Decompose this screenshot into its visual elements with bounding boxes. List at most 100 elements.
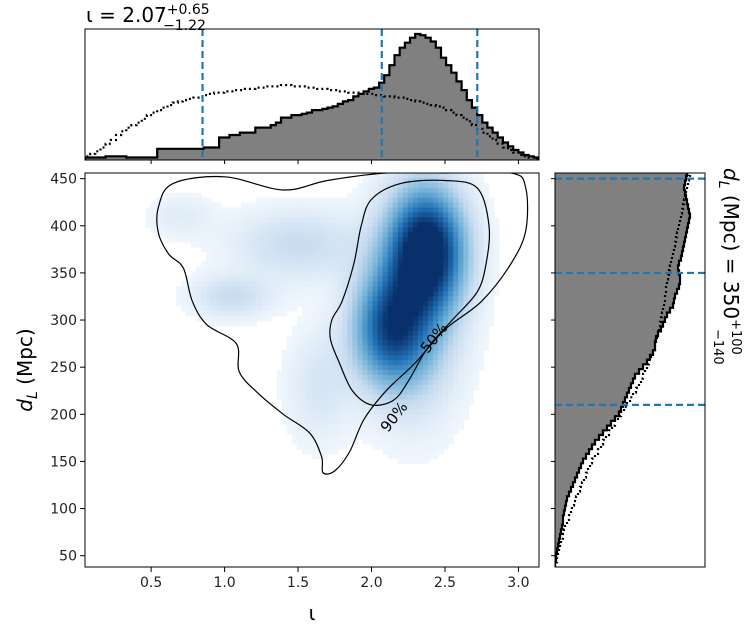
density-cell xyxy=(317,409,323,415)
density-cell xyxy=(306,207,313,213)
density-cell xyxy=(296,384,303,391)
density-cell xyxy=(327,360,333,366)
density-cell xyxy=(231,212,237,218)
density-cell xyxy=(342,443,348,450)
density-cell xyxy=(488,261,495,268)
density-cell xyxy=(317,271,323,278)
density-cell xyxy=(468,222,475,228)
density-cell xyxy=(185,217,192,223)
density-cell xyxy=(458,173,464,179)
density-cell xyxy=(312,340,318,346)
density-cell xyxy=(382,424,389,430)
density-cell xyxy=(352,360,358,366)
density-cell xyxy=(382,227,389,233)
density-cell xyxy=(468,256,475,263)
density-cell xyxy=(387,340,394,346)
density-cell xyxy=(438,379,444,386)
density-cell xyxy=(453,187,459,194)
density-cell xyxy=(291,222,298,228)
density-cell xyxy=(362,296,369,302)
density-cell xyxy=(382,256,389,263)
density-cell xyxy=(357,232,364,238)
density-cell xyxy=(382,197,389,204)
density-cell xyxy=(246,271,253,278)
density-cell xyxy=(201,197,207,204)
density-cell xyxy=(397,325,404,332)
density-cell xyxy=(417,404,424,410)
density-cell xyxy=(261,197,268,204)
density-cell xyxy=(291,355,298,361)
density-cell xyxy=(312,305,318,312)
density-cell xyxy=(397,330,404,337)
density-cell xyxy=(251,222,258,228)
density-cell xyxy=(488,227,495,233)
density-cell xyxy=(306,399,313,406)
density-cell xyxy=(448,355,454,361)
density-cell xyxy=(206,217,212,223)
density-cell xyxy=(337,291,343,297)
density-cell xyxy=(342,419,348,425)
density-cell xyxy=(367,232,374,238)
density-cell xyxy=(428,276,434,282)
density-cell xyxy=(306,389,313,396)
density-cell xyxy=(372,429,379,435)
density-cell xyxy=(443,222,449,228)
density-cell xyxy=(463,232,469,238)
density-cell xyxy=(317,443,323,450)
density-cell xyxy=(377,296,384,302)
density-cell xyxy=(463,340,469,346)
density-cell xyxy=(448,414,454,420)
density-cell xyxy=(392,202,399,209)
density-cell xyxy=(443,379,449,386)
density-cell xyxy=(412,409,419,415)
density-cell xyxy=(322,251,328,258)
density-cell xyxy=(372,281,379,287)
density-cell xyxy=(438,197,444,204)
density-cell xyxy=(327,232,333,238)
density-cell xyxy=(266,251,273,258)
density-cell xyxy=(382,173,389,179)
density-cell xyxy=(377,207,384,213)
density-cell xyxy=(402,197,409,204)
density-cell xyxy=(397,296,404,302)
density-cell xyxy=(251,246,258,253)
density-cell xyxy=(332,246,338,253)
density-cell xyxy=(362,241,369,248)
density-cell xyxy=(377,335,384,342)
density-cell xyxy=(372,212,379,218)
density-cell xyxy=(357,370,364,376)
density-cell xyxy=(352,197,358,204)
density-cell xyxy=(241,232,248,238)
density-cell xyxy=(261,207,268,213)
density-cell xyxy=(382,330,389,337)
density-cell xyxy=(175,207,182,213)
density-cell xyxy=(458,232,464,238)
density-cell xyxy=(286,212,293,218)
density-cell xyxy=(448,345,454,351)
density-cell xyxy=(402,409,409,415)
density-cell xyxy=(180,305,187,312)
density-cell xyxy=(443,256,449,263)
density-cell xyxy=(397,301,404,307)
density-cell xyxy=(397,197,404,204)
density-cell xyxy=(327,379,333,386)
density-cell xyxy=(458,281,464,287)
density-cell xyxy=(397,232,404,238)
density-cell xyxy=(367,424,374,430)
density-cell xyxy=(357,261,364,268)
density-cell xyxy=(347,241,353,248)
density-cell xyxy=(342,355,348,361)
density-cell xyxy=(206,197,212,204)
density-cell xyxy=(342,320,348,327)
density-cell xyxy=(317,320,323,327)
density-cell xyxy=(382,409,389,415)
density-cell xyxy=(422,227,429,233)
density-cell xyxy=(438,434,444,440)
density-cell xyxy=(291,335,298,342)
density-cell xyxy=(387,296,394,302)
density-cell xyxy=(266,217,273,223)
density-cell xyxy=(266,246,273,253)
density-cell xyxy=(362,429,369,435)
density-cell xyxy=(206,291,212,297)
density-cell xyxy=(473,305,480,312)
